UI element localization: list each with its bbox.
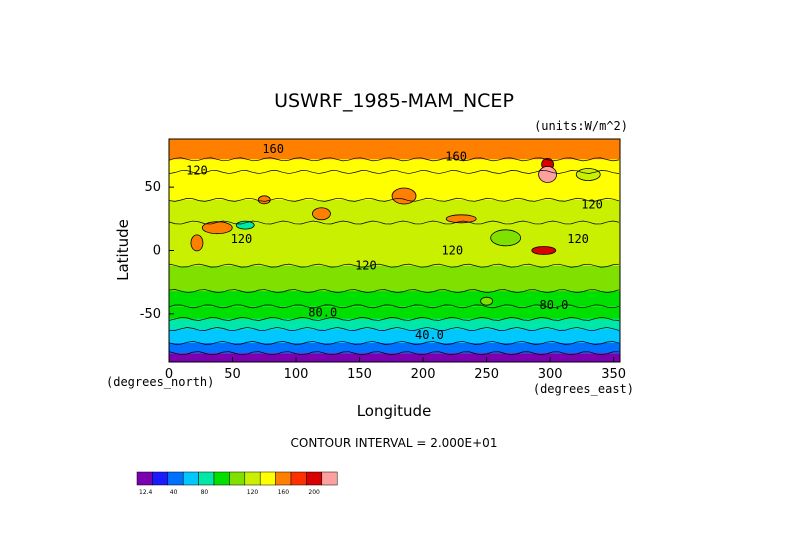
zonal-band-2 xyxy=(169,329,620,343)
contour-line-5 xyxy=(168,304,620,309)
data-field xyxy=(168,139,620,362)
contour-label-6: 120 xyxy=(567,232,589,246)
contour-line-6 xyxy=(168,289,620,293)
zonal-band-7 xyxy=(169,222,620,266)
zonal-band-3 xyxy=(169,318,620,330)
colorbar-swatch-5 xyxy=(213,471,230,486)
colorbar-swatch-0 xyxy=(136,471,153,486)
colorbar-swatch-4 xyxy=(198,471,215,486)
contour-line-3 xyxy=(168,327,620,331)
contour-labels: 160 160 120 120 120 120 120 120 80.0 80.0 40.0 xyxy=(186,142,603,342)
contour-line-11 xyxy=(168,157,620,162)
y-unit-label: (degrees_north) xyxy=(106,375,214,389)
units-label: (units:W/m^2) xyxy=(534,119,628,133)
y-tick-label-2: 50 xyxy=(144,180,161,195)
x-axis-label: Longitude xyxy=(357,402,432,420)
x-tick-label-4: 200 xyxy=(411,367,436,382)
contour-interval: CONTOUR INTERVAL = 2.000E+01 xyxy=(291,436,498,450)
zonal-band-8 xyxy=(169,199,620,223)
contour-label-1: 160 xyxy=(445,150,467,164)
zonal-band-11 xyxy=(169,139,620,160)
x-tick-label-0: 0 xyxy=(165,367,173,382)
colorbar-swatch-3 xyxy=(182,471,199,486)
x-tick-label-2: 100 xyxy=(284,367,309,382)
anomaly-10 xyxy=(575,168,601,181)
anomaly-3 xyxy=(445,214,477,224)
y-axis-ticks: -50 0 50 xyxy=(140,180,174,322)
y-tick-label-1: 0 xyxy=(153,244,161,259)
x-tick-label-5: 250 xyxy=(474,367,499,382)
colorbar-swatch-8 xyxy=(259,471,276,486)
contour-line-1 xyxy=(168,351,620,356)
anomaly-0 xyxy=(257,195,271,205)
colorbar-swatch-1 xyxy=(152,471,169,486)
colorbar-label-2: 80 xyxy=(201,489,209,496)
y-axis-label: Latitude xyxy=(114,219,132,281)
colorbar-label-4: 160 xyxy=(278,489,290,496)
anomaly-12 xyxy=(480,296,494,306)
anomaly-8 xyxy=(190,234,204,252)
colorbar-swatch-9 xyxy=(275,471,292,486)
contour-line-9 xyxy=(168,197,620,202)
contour-label-5: 120 xyxy=(441,243,463,257)
colorbar-swatch-7 xyxy=(244,471,261,486)
x-tick-label-3: 150 xyxy=(347,367,372,382)
contour-label-3: 120 xyxy=(231,232,253,246)
colorbar-label-1: 40 xyxy=(170,489,178,496)
colorbar-label-3: 120 xyxy=(247,489,259,496)
anomaly-5 xyxy=(538,166,557,183)
colorbar-swatch-2 xyxy=(167,471,184,486)
anomaly-7 xyxy=(201,221,233,235)
colorbar-swatch-6 xyxy=(229,471,246,486)
zonal-band-10 xyxy=(169,159,620,172)
x-axis-ticks: 0 50 100 150 200 250 300 350 xyxy=(165,357,626,382)
zonal-band-1 xyxy=(169,342,620,354)
x-tick-label-7: 350 xyxy=(601,367,626,382)
chart-title: USWRF_1985-MAM_NCEP xyxy=(274,90,514,112)
anomaly-1 xyxy=(312,207,331,221)
zonal-band-4 xyxy=(169,306,620,319)
contour-label-0: 160 xyxy=(262,142,284,156)
zonal-band-6 xyxy=(169,265,620,292)
anomaly-6 xyxy=(531,246,557,255)
x-tick-label-1: 50 xyxy=(224,367,241,382)
x-unit-label: (degrees_east) xyxy=(533,382,634,396)
x-tick-label-6: 300 xyxy=(538,367,563,382)
anomaly-11 xyxy=(490,229,522,247)
colorbar-swatch-12 xyxy=(321,471,338,486)
contour-line-4 xyxy=(168,316,620,321)
contour-label-7: 120 xyxy=(581,198,603,212)
contour-line-2 xyxy=(168,341,620,345)
colorbar-swatch-11 xyxy=(306,471,323,486)
zonal-band-0 xyxy=(169,353,620,362)
anomaly-9 xyxy=(235,220,255,230)
colorbar-swatch-10 xyxy=(290,471,307,486)
colorbar-label-5: 200 xyxy=(308,489,320,496)
colorbar: 12.4 40 80 120 160 200 xyxy=(136,471,338,496)
colorbar-label-0: 12.4 xyxy=(139,489,153,496)
contour-line-7 xyxy=(168,263,620,268)
anomaly-2 xyxy=(391,187,417,205)
contour-label-2: 120 xyxy=(186,163,208,177)
zonal-band-5 xyxy=(169,291,620,307)
contour-line-8 xyxy=(168,220,620,225)
contour-label-4: 120 xyxy=(355,259,377,273)
contour-label-8: 80.0 xyxy=(308,305,337,319)
contour-label-10: 40.0 xyxy=(415,328,444,342)
y-tick-label-0: -50 xyxy=(140,307,161,322)
contour-line-10 xyxy=(168,170,620,174)
contour-label-9: 80.0 xyxy=(539,298,568,312)
